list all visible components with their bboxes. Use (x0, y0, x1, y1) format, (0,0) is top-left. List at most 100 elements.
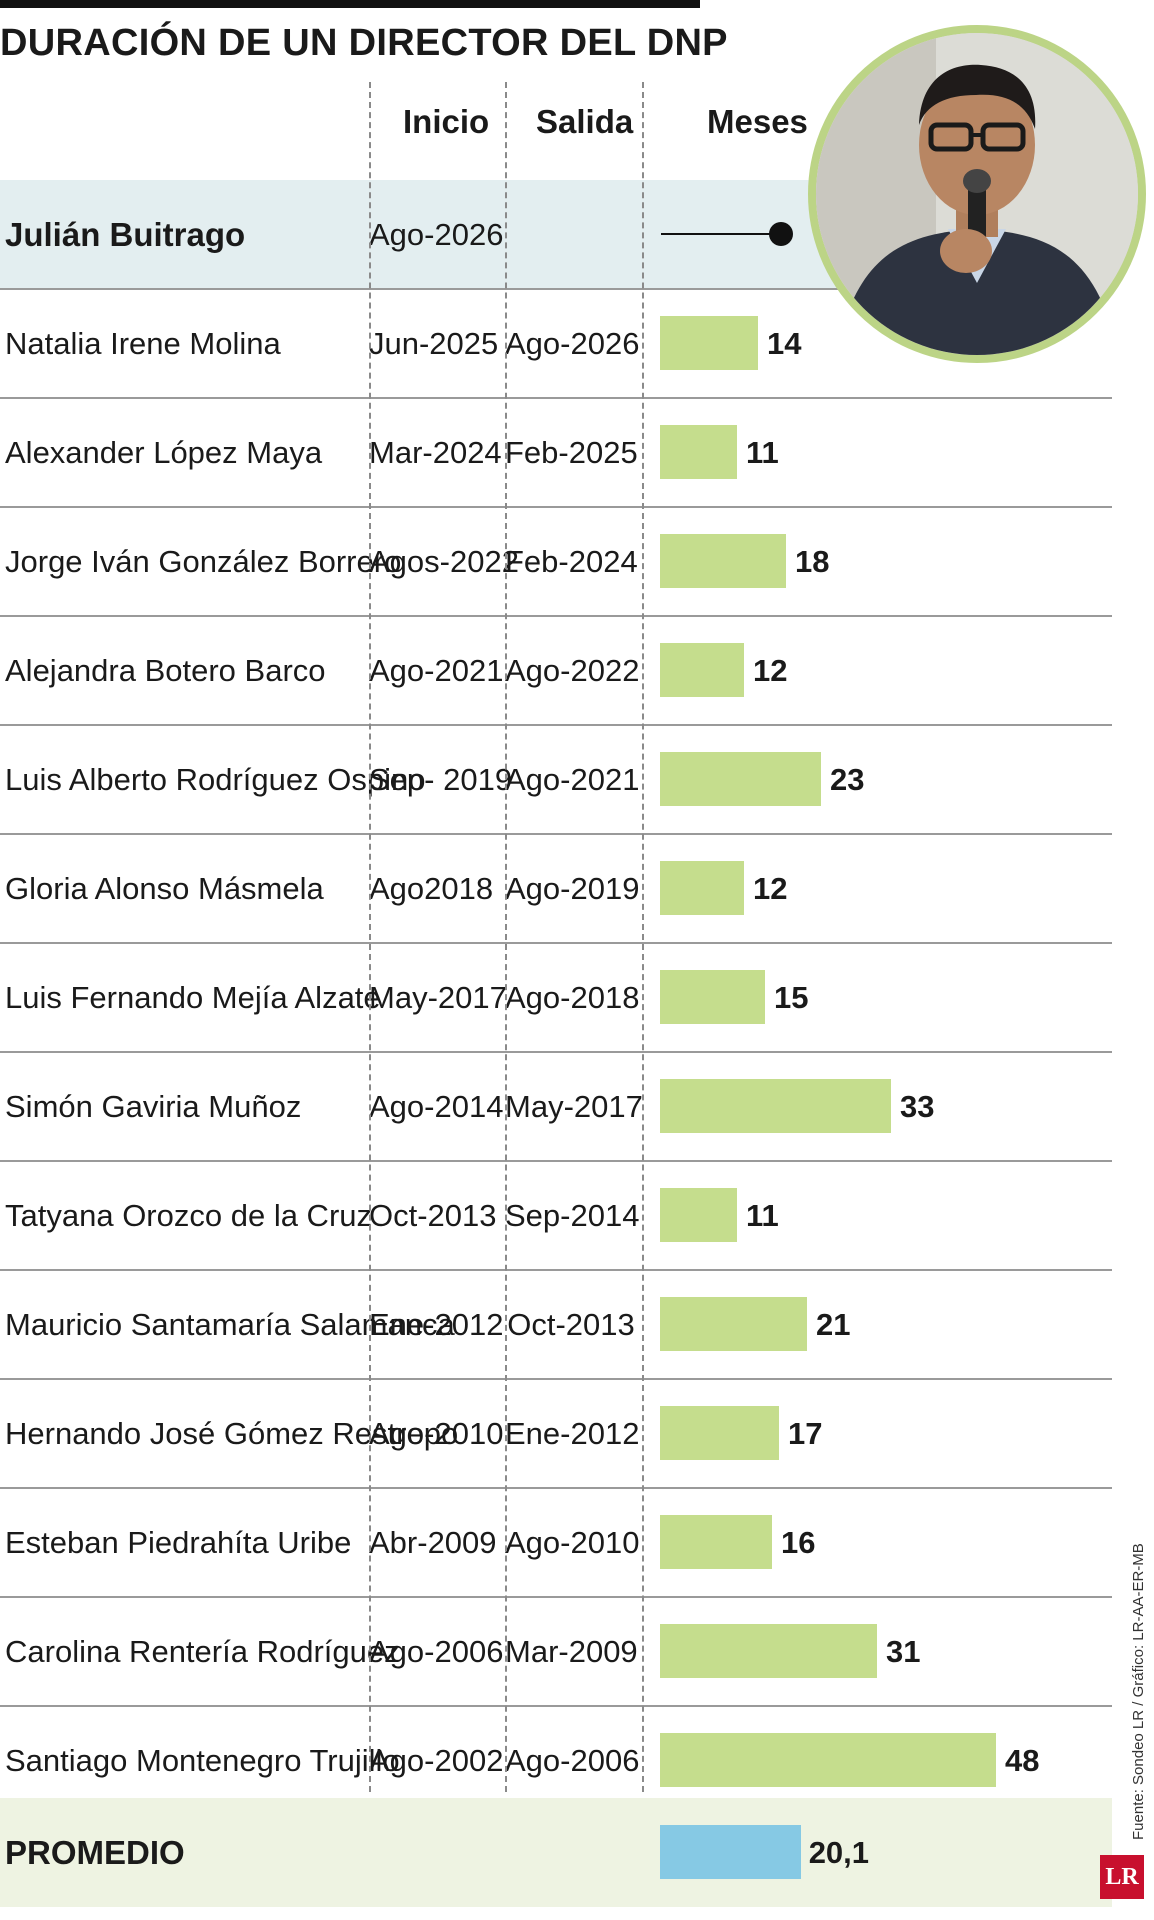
director-name: Carolina Rentería Rodríguez (5, 1634, 400, 1669)
director-row: Jorge Iván González Borrero Agos-2022 Feb-… (0, 507, 1112, 616)
header-salida: Salida (536, 103, 634, 140)
end-date: Feb-2024 (505, 544, 638, 579)
row-separator (0, 1705, 1112, 1707)
divider-meses (642, 82, 644, 1792)
end-date: May-2017 (505, 1089, 643, 1124)
director-name: Mauricio Santamaría Salamanca (5, 1307, 455, 1342)
end-date: Ene-2012 (505, 1416, 640, 1451)
duration-bar (660, 1406, 779, 1460)
source-note: Fuente: Sondeo LR / Gráfico: LR-AA-ER-MB (1130, 1543, 1147, 1840)
director-row: Esteban Piedrahíta Uribe Abr-2009 Ago-2010… (0, 1488, 1112, 1597)
row-separator (0, 288, 1112, 290)
director-photo (808, 25, 1146, 363)
duration-value: 12 (753, 653, 788, 688)
director-name: Tatyana Orozco de la Cruz (5, 1198, 373, 1233)
end-date: Ago-2010 (505, 1525, 640, 1560)
director-name: Luis Alberto Rodríguez Ospino (5, 762, 426, 797)
duration-value: 15 (774, 980, 809, 1015)
divider-inicio (369, 82, 371, 1792)
duration-value: 14 (767, 326, 802, 361)
start-date: Ago-2014 (369, 1089, 504, 1124)
duration-bar (660, 1624, 877, 1678)
director-name: Natalia Irene Molina (5, 326, 281, 361)
duration-value: 33 (900, 1089, 935, 1124)
current-term-marker (769, 222, 793, 246)
director-name: Simón Gaviria Muñoz (5, 1089, 302, 1124)
row-separator (0, 942, 1112, 944)
chart-title: DURACIÓN DE UN DIRECTOR DEL DNP (0, 22, 728, 64)
row-separator (0, 506, 1112, 508)
divider-salida (505, 82, 507, 1792)
start-date: Agos-2022 (369, 544, 519, 579)
duration-value: 48 (1005, 1743, 1040, 1778)
row-separator (0, 1160, 1112, 1162)
start-date: Oct-2013 (369, 1198, 497, 1233)
director-row: Santiago Montenegro Trujillo Ago-2002 Ago-… (0, 1706, 1112, 1815)
average-label: PROMEDIO (5, 1834, 185, 1871)
start-date: Sep- 2019 (369, 762, 513, 797)
start-date: Ago2018 (369, 871, 494, 906)
current-director-name: Julián Buitrago (5, 216, 246, 253)
duration-bar (660, 425, 737, 479)
duration-value: 18 (795, 544, 830, 579)
start-date: Ago-2010 (369, 1416, 504, 1451)
duration-bar (660, 861, 744, 915)
start-date: Mar-2024 (369, 435, 502, 470)
start-date: May-2017 (369, 980, 507, 1015)
director-row: Carolina Rentería Rodríguez Ago-2006 Mar-2… (0, 1597, 1112, 1706)
duration-value: 31 (886, 1634, 921, 1669)
average-row: PROMEDIO 20,1 (0, 1798, 1112, 1907)
duration-bar (660, 1733, 996, 1787)
duration-bar (660, 1297, 807, 1351)
start-date: Ago-2002 (369, 1743, 504, 1778)
duration-value: 23 (830, 762, 865, 797)
director-row: Luis Fernando Mejía Alzate May-2017 Ago-20… (0, 943, 1112, 1052)
director-row: Gloria Alonso Másmela Ago2018 Ago-2019 12 (0, 834, 1112, 943)
duration-value: 21 (816, 1307, 851, 1342)
lr-logo: LR (1100, 1855, 1144, 1899)
average-value: 20,1 (808, 1835, 870, 1870)
start-date: Jun-2025 (369, 326, 499, 361)
director-row: Alejandra Botero Barco Ago-2021 Ago-2022 12 (0, 616, 1112, 725)
duration-bar (660, 1515, 772, 1569)
end-date: Feb-2025 (505, 435, 638, 470)
average-bar (660, 1825, 801, 1879)
director-name: Luis Fernando Mejía Alzate (5, 980, 381, 1015)
header-meses: Meses (707, 103, 808, 140)
duration-bar (660, 1188, 737, 1242)
row-separator (0, 724, 1112, 726)
duration-value: 11 (746, 435, 779, 470)
row-separator (0, 1269, 1112, 1271)
start-date: Ago-2006 (369, 1634, 504, 1669)
start-date: Ene-2012 (369, 1307, 504, 1342)
end-date: Ago-2006 (505, 1743, 640, 1778)
start-date: Ago-2021 (369, 653, 504, 688)
duration-value: 12 (753, 871, 788, 906)
director-name: Alejandra Botero Barco (5, 653, 326, 688)
director-name: Santiago Montenegro Trujillo (5, 1743, 400, 1778)
director-row: Natalia Irene Molina Jun-2025 Ago-2026 14 (0, 289, 1112, 398)
end-date: Ago-2019 (505, 871, 640, 906)
director-name: Jorge Iván González Borrero (5, 544, 402, 579)
end-date: Oct-2013 (507, 1307, 635, 1342)
row-separator (0, 1378, 1112, 1380)
row-separator (0, 1487, 1112, 1489)
director-name: Esteban Piedrahíta Uribe (5, 1525, 352, 1560)
end-date: Mar-2009 (505, 1634, 638, 1669)
duration-bar (660, 643, 744, 697)
current-term-line (661, 233, 781, 235)
director-name: Alexander López Maya (5, 435, 323, 470)
row-separator (0, 833, 1112, 835)
header-inicio: Inicio (403, 103, 490, 140)
end-date: Ago-2022 (505, 653, 640, 688)
director-row: Mauricio Santamaría Salamanca Ene-2012 Oct… (0, 1270, 1112, 1379)
duration-value: 17 (788, 1416, 823, 1451)
end-date: Ago-2018 (505, 980, 640, 1015)
top-rule (0, 0, 700, 8)
row-separator (0, 615, 1112, 617)
duration-bar (660, 970, 765, 1024)
director-row: Alexander López Maya Mar-2024 Feb-2025 11 (0, 398, 1112, 507)
end-date: Ago-2026 (505, 326, 640, 361)
director-name: Gloria Alonso Másmela (5, 871, 324, 906)
duration-bar (660, 752, 821, 806)
